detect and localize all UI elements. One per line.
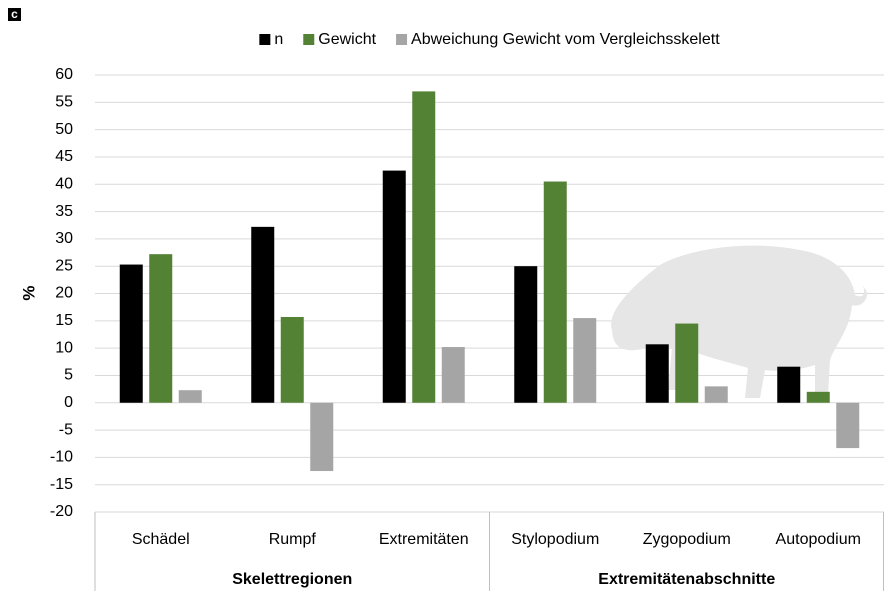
bar [704,386,728,403]
y-tick-label: -10 [50,449,73,466]
bar [178,390,202,403]
y-tick-label: 0 [64,394,73,411]
panel-label: c [11,7,18,21]
y-tick-label: -15 [50,476,73,493]
x-tick-label: Schädel [132,531,190,548]
bars [119,91,860,472]
bar [280,316,304,403]
bar [573,318,597,403]
group-label: Extremitätenabschnitte [598,571,775,588]
y-tick-label: 35 [55,203,73,220]
y-axis-label: % [19,285,38,300]
y-tick-label: 45 [55,148,73,165]
legend-label: n [274,31,283,48]
legend-swatch [303,34,315,45]
bar [441,347,465,403]
y-tick-label: 10 [55,339,73,356]
axes: -20 -15 -10 -5 0 5 10 15 20 25 30 35 40 45 50 55 60 Skele… [50,66,884,591]
bar [149,254,173,403]
bar [777,366,801,403]
bar [806,391,830,403]
panel-label-box [8,8,21,21]
group-label: Skelettregionen [232,571,352,588]
bar [836,402,860,449]
legend-swatch [259,34,271,45]
legend: n Gewicht Abweichung Gewicht vom Vergleich… [259,31,720,48]
bar [119,264,143,403]
y-tick-label: 55 [55,94,73,111]
pig-silhouette [611,245,867,398]
bar [543,181,567,403]
x-tick-label: Zygopodium [643,531,731,548]
legend-swatch [396,34,408,45]
x-tick-label: Extremitäten [379,531,469,548]
bar [382,170,406,403]
bar [412,91,436,403]
y-tick-label: 15 [55,312,73,329]
x-tick-label: Rumpf [269,531,317,548]
y-tick-label: 30 [55,230,73,247]
y-tick-label: 25 [55,257,73,274]
bar [251,226,275,403]
y-tick-label: 40 [55,175,73,192]
x-tick-label: Autopodium [776,531,861,548]
y-tick-label: 5 [64,367,73,384]
x-tick-label: Stylopodium [511,531,599,548]
bar [310,402,334,472]
y-tick-label: 20 [55,285,73,302]
bar [645,344,669,403]
y-tick-label: -20 [50,503,73,520]
bar [514,266,538,403]
legend-label: Gewicht [318,31,376,48]
y-tick-label: 60 [55,66,73,83]
y-tick-label: -5 [59,421,73,438]
y-tick-label: 50 [55,121,73,138]
legend-label: Abweichung Gewicht vom Vergleichsskelett [411,31,720,48]
bar [675,323,699,403]
